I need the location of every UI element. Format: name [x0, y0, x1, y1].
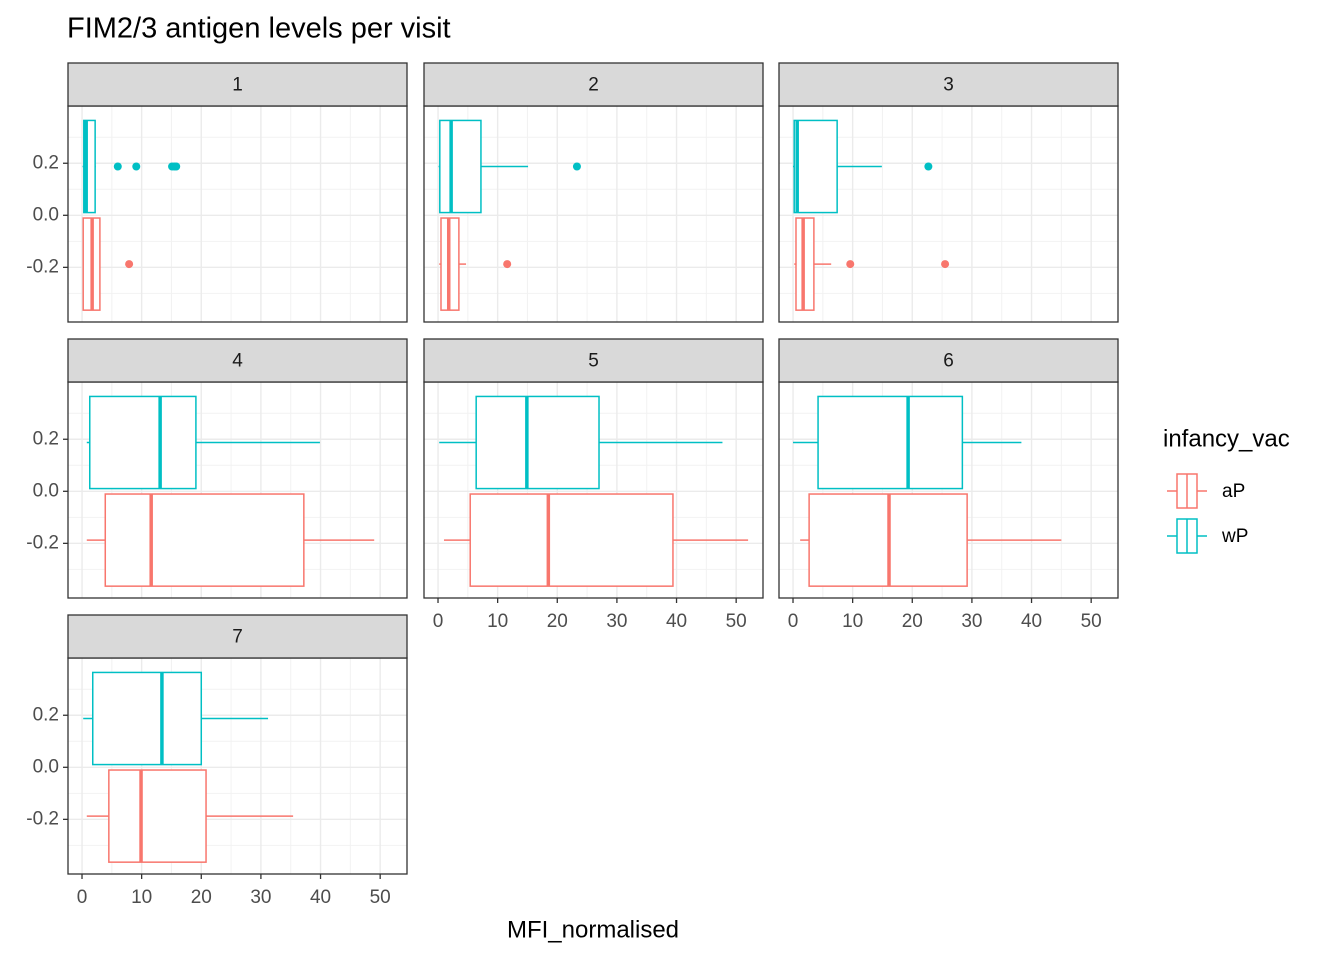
facet-panel: 4 -0.2 0.0 0.2: [26, 338, 408, 599]
outlier: [941, 260, 950, 269]
x-tick-label: 50: [370, 887, 391, 908]
outlier: [572, 162, 581, 171]
box: [104, 493, 305, 587]
x-tick-label: 50: [726, 611, 747, 632]
x-tick-label: 0: [433, 611, 444, 632]
facet-panel: 1 -0.2 0.0 0.2: [26, 62, 408, 323]
strip: [778, 338, 1119, 383]
box: [469, 493, 674, 587]
facet-panel: 3: [778, 62, 1119, 323]
box: [108, 769, 207, 863]
y-tick-label: -0.2: [26, 808, 59, 829]
legend-item: wP: [1167, 518, 1248, 554]
y-tick-label: 0.0: [33, 756, 59, 777]
x-tick-label: 30: [961, 611, 982, 632]
y-tick-label: 0.2: [33, 428, 59, 449]
x-tick-label: 40: [1021, 611, 1042, 632]
x-axis-title: MFI_normalised: [507, 916, 679, 943]
x-tick-label: 30: [606, 611, 627, 632]
y-tick-label: 0.0: [33, 204, 59, 225]
strip-label: 2: [588, 75, 599, 96]
x-tick-label: 10: [487, 611, 508, 632]
strip: [67, 338, 408, 383]
x-tick-label: 0: [788, 611, 799, 632]
strip: [778, 62, 1119, 107]
facet-panel: 7 -0.2 0.0 0.2 0 10 20 30 40 50: [26, 614, 408, 908]
y-tick-label: 0.0: [33, 480, 59, 501]
strip-label: 4: [232, 351, 243, 372]
chart-title: FIM2/3 antigen levels per visit: [67, 13, 451, 45]
outlier: [503, 260, 512, 269]
strip: [423, 62, 764, 107]
outlier: [172, 162, 181, 171]
x-tick-label: 40: [310, 887, 331, 908]
facet-panel: 2: [423, 62, 764, 323]
box: [91, 671, 203, 766]
x-tick-label: 30: [250, 887, 271, 908]
strip: [67, 614, 408, 659]
legend-label: aP: [1222, 481, 1245, 502]
strip-label: 3: [943, 75, 954, 96]
strip: [67, 62, 408, 107]
x-tick-label: 20: [902, 611, 923, 632]
box: [475, 395, 600, 490]
box: [793, 119, 838, 214]
box: [439, 119, 482, 214]
y-tick-label: -0.2: [26, 532, 59, 553]
x-tick-label: 40: [666, 611, 687, 632]
strip-label: 5: [588, 351, 599, 372]
box: [89, 395, 197, 490]
facet-panel: 50 10 20 30 40 50: [423, 338, 764, 632]
box: [817, 395, 964, 490]
box: [795, 217, 815, 311]
panel-background: [68, 106, 407, 322]
x-tick-label: 0: [77, 887, 88, 908]
y-tick-label: 0.2: [33, 152, 59, 173]
y-tick-label: 0.2: [33, 704, 59, 725]
legend-item: aP: [1167, 473, 1245, 509]
x-tick-label: 50: [1081, 611, 1102, 632]
x-tick-label: 10: [131, 887, 152, 908]
box: [83, 119, 96, 214]
facet-panel: 6 0 10 20 30 40 50: [778, 338, 1119, 632]
outlier: [924, 162, 933, 171]
x-tick-label: 20: [547, 611, 568, 632]
outlier: [125, 260, 134, 269]
outlier: [846, 260, 855, 269]
x-tick-label: 20: [191, 887, 212, 908]
y-tick-label: -0.2: [26, 256, 59, 277]
outlier: [132, 162, 141, 171]
strip-label: 6: [943, 351, 954, 372]
legend-label: wP: [1221, 526, 1248, 547]
legend-title: infancy_vac: [1163, 425, 1290, 452]
strip-label: 7: [232, 627, 243, 648]
x-tick-label: 10: [842, 611, 863, 632]
outlier: [113, 162, 122, 171]
strip-label: 1: [232, 75, 243, 96]
strip: [423, 338, 764, 383]
